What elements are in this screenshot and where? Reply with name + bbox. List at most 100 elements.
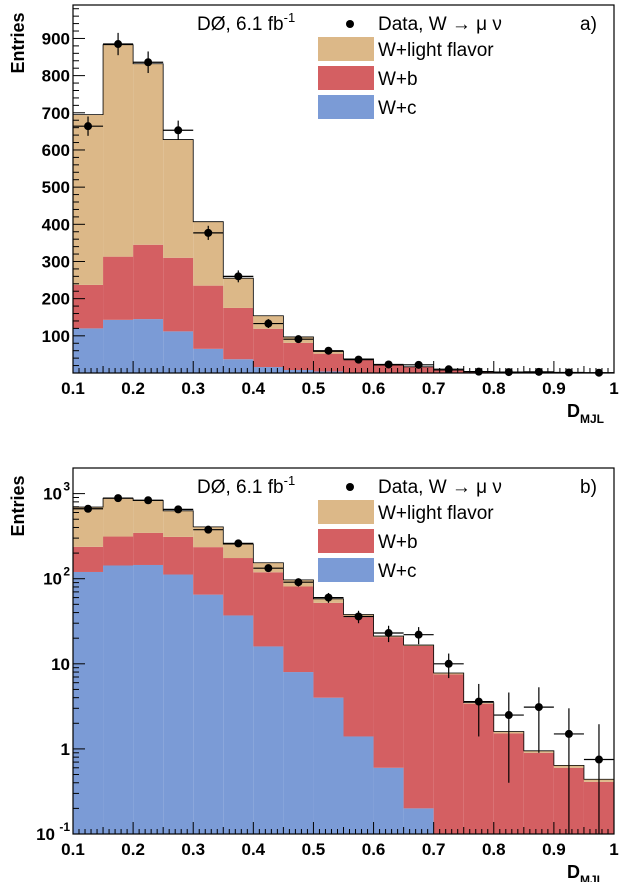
x-tick-label: 0.4 <box>242 379 266 398</box>
y-tick-label: 800 <box>42 67 70 86</box>
data-point <box>324 594 332 602</box>
data-point <box>565 730 573 738</box>
histogram-bar <box>163 537 193 575</box>
legend-swatch <box>318 95 374 119</box>
experiment-label-superscript: -1 <box>284 473 296 488</box>
x-tick-label: 0.7 <box>422 840 446 859</box>
histogram-bar <box>73 547 103 572</box>
experiment-label-superscript: -1 <box>284 10 296 25</box>
legend-data-label: Data, W → μ ν <box>378 14 502 35</box>
histogram-bar <box>223 615 253 834</box>
data-point <box>144 496 152 504</box>
data-point <box>415 361 423 369</box>
histogram-bar <box>133 533 163 565</box>
histogram-bar <box>133 319 163 373</box>
x-tick-label: 0.8 <box>482 840 506 859</box>
y-tick-label: 10 <box>36 825 55 844</box>
histogram-bar <box>103 498 133 536</box>
y-axis-title: Entries <box>8 475 28 536</box>
x-tick-label: 0.1 <box>61 840 85 859</box>
experiment-label: DØ, 6.1 fb-1 <box>197 473 295 498</box>
data-point <box>174 126 182 134</box>
x-axis-title: DMJL <box>567 862 604 882</box>
legend-swatch <box>318 529 374 553</box>
histogram-bar <box>344 736 374 834</box>
data-point <box>595 756 603 764</box>
x-tick-label: 1 <box>609 379 618 398</box>
histogram-bar <box>193 595 223 834</box>
legend-label: W+b <box>378 69 418 90</box>
x-tick-label: 0.3 <box>181 840 205 859</box>
data-point <box>475 698 483 706</box>
histogram-bar <box>103 45 133 257</box>
legend-swatch <box>318 558 374 582</box>
legend-swatch <box>318 66 374 90</box>
experiment-label-main: DØ, 6.1 fb <box>197 14 284 35</box>
x-axis-title-main: D <box>567 862 580 882</box>
y-tick-label: 400 <box>42 215 70 234</box>
data-point <box>234 539 242 547</box>
data-point <box>294 578 302 586</box>
histogram-bar <box>344 617 374 736</box>
data-point <box>445 660 453 668</box>
histogram-bar <box>223 359 253 373</box>
data-point <box>114 494 122 502</box>
data-point <box>84 122 92 130</box>
y-tick-label: 700 <box>42 104 70 123</box>
x-tick-label: 0.5 <box>302 840 326 859</box>
y-tick-label: 600 <box>42 141 70 160</box>
histogram-bar <box>223 308 253 359</box>
x-axis-title-subscript: MJL <box>580 873 604 882</box>
y-axis-title: Entries <box>8 12 28 73</box>
histogram-bar <box>313 698 343 834</box>
y-tick-exponent: 2 <box>63 565 70 579</box>
data-point <box>385 360 393 368</box>
data-point <box>385 629 393 637</box>
histogram-bar <box>313 603 343 698</box>
histogram-bar <box>223 558 253 615</box>
legend-data-label: Data, W → μ ν <box>378 477 502 498</box>
legend-label: W+b <box>378 532 418 553</box>
y-tick-label: 1 <box>61 740 70 759</box>
histogram-bar <box>163 140 193 258</box>
histogram-bar <box>103 320 133 373</box>
panel-label: b) <box>580 477 597 498</box>
legend-swatch <box>318 37 374 61</box>
histogram-bar <box>283 343 313 370</box>
y-tick-label: 10 <box>43 570 62 589</box>
experiment-label-main: DØ, 6.1 fb <box>197 477 284 498</box>
data-point <box>505 711 513 719</box>
legend-data-marker <box>346 20 354 28</box>
histogram-bar <box>133 500 163 533</box>
x-axis-title-subscript: MJL <box>580 412 604 426</box>
y-tick-exponent: 3 <box>63 480 70 494</box>
x-tick-label: 0.6 <box>362 840 386 859</box>
x-axis-title-main: D <box>567 401 580 421</box>
data-point <box>264 320 272 328</box>
histogram-bar <box>434 674 464 834</box>
x-tick-label: 0.9 <box>542 379 566 398</box>
histogram-bar <box>103 537 133 566</box>
y-tick-label: 900 <box>42 29 70 48</box>
histogram-bar <box>193 286 223 349</box>
x-tick-label: 0.9 <box>542 840 566 859</box>
data-point <box>204 526 212 534</box>
data-point <box>294 335 302 343</box>
data-point <box>355 356 363 364</box>
y-tick-label: 100 <box>42 327 70 346</box>
x-tick-label: 0.8 <box>482 379 506 398</box>
histogram-bar <box>404 808 434 834</box>
histogram-bar <box>103 257 133 320</box>
histogram-bar <box>283 672 313 834</box>
x-tick-label: 1 <box>609 840 618 859</box>
histogram-bar <box>283 586 313 672</box>
y-tick-label: 500 <box>42 178 70 197</box>
data-point <box>114 40 122 48</box>
y-tick-label: 10 <box>51 655 70 674</box>
data-point <box>264 564 272 572</box>
x-tick-label: 0.7 <box>422 379 446 398</box>
